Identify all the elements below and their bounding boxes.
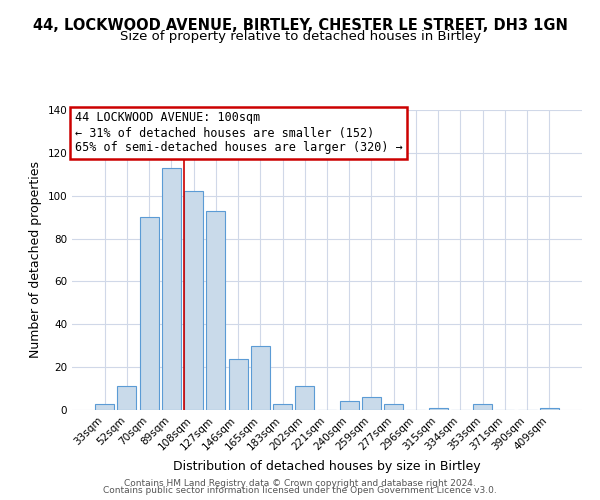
Bar [473,404,492,410]
Bar [362,397,381,410]
Bar [251,346,270,410]
Bar [95,404,114,410]
Bar [295,386,314,410]
Bar [184,192,203,410]
Text: Size of property relative to detached houses in Birtley: Size of property relative to detached ho… [119,30,481,43]
Bar [340,402,359,410]
Bar [429,408,448,410]
Bar [140,217,158,410]
Bar [384,404,403,410]
Text: 44 LOCKWOOD AVENUE: 100sqm
← 31% of detached houses are smaller (152)
65% of sem: 44 LOCKWOOD AVENUE: 100sqm ← 31% of deta… [74,112,403,154]
Bar [118,386,136,410]
Bar [273,404,292,410]
Bar [162,168,181,410]
Text: Contains HM Land Registry data © Crown copyright and database right 2024.: Contains HM Land Registry data © Crown c… [124,478,476,488]
X-axis label: Distribution of detached houses by size in Birtley: Distribution of detached houses by size … [173,460,481,473]
Bar [206,210,225,410]
Y-axis label: Number of detached properties: Number of detached properties [29,162,42,358]
Bar [229,358,248,410]
Bar [540,408,559,410]
Text: 44, LOCKWOOD AVENUE, BIRTLEY, CHESTER LE STREET, DH3 1GN: 44, LOCKWOOD AVENUE, BIRTLEY, CHESTER LE… [32,18,568,32]
Text: Contains public sector information licensed under the Open Government Licence v3: Contains public sector information licen… [103,486,497,495]
